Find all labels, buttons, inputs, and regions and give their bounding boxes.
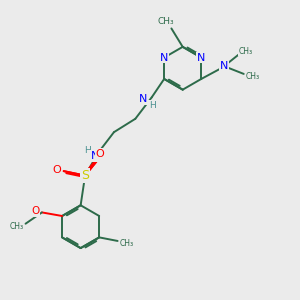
Text: CH₃: CH₃ <box>10 222 24 231</box>
Text: N: N <box>220 61 228 71</box>
Text: CH₃: CH₃ <box>238 47 253 56</box>
Text: N: N <box>139 94 148 104</box>
Text: CH₃: CH₃ <box>246 72 260 81</box>
Text: CH₃: CH₃ <box>158 17 174 26</box>
Text: H: H <box>84 146 91 155</box>
Text: O: O <box>96 149 104 159</box>
Text: O: O <box>31 206 40 216</box>
Text: O: O <box>53 165 62 175</box>
Text: S: S <box>81 169 89 182</box>
Text: N: N <box>91 151 99 161</box>
Text: N: N <box>160 52 168 63</box>
Text: CH₃: CH₃ <box>120 239 134 248</box>
Text: H: H <box>149 101 156 110</box>
Text: N: N <box>197 52 206 63</box>
